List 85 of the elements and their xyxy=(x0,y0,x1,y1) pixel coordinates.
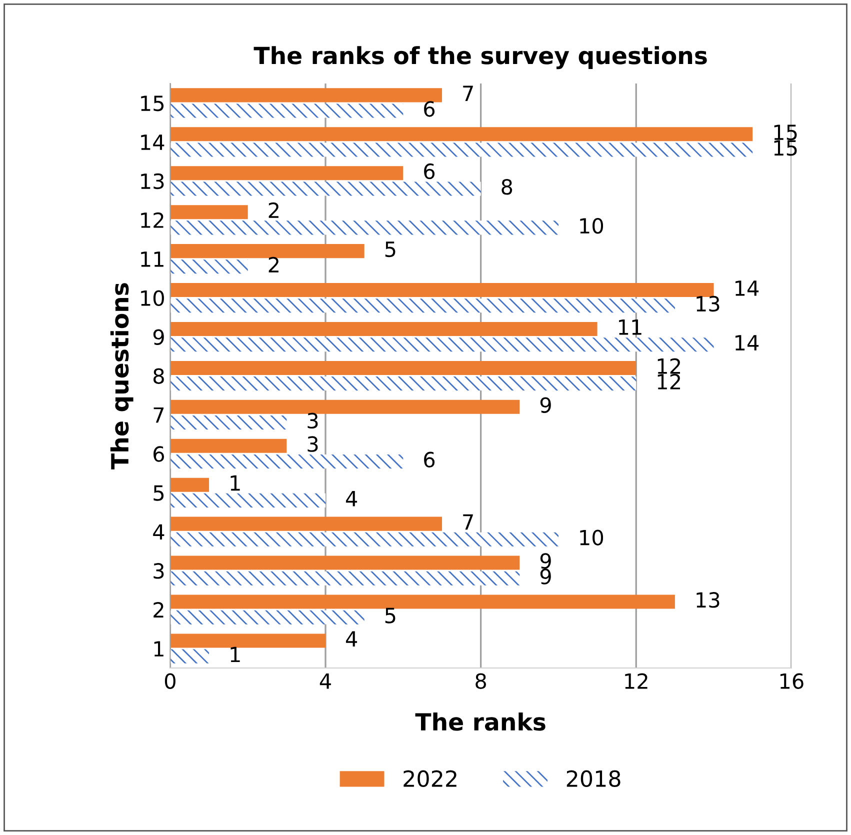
bar xyxy=(170,516,442,531)
data-label: 9 xyxy=(540,397,551,413)
data-label: 3 xyxy=(308,436,318,452)
data-label: 1 xyxy=(230,646,240,662)
bar xyxy=(170,532,558,546)
data-label: 9 xyxy=(540,568,551,584)
data-label: 9 xyxy=(540,553,551,569)
bar xyxy=(170,415,287,430)
x-tick-label: 4 xyxy=(320,674,331,689)
data-label: 5 xyxy=(385,242,396,258)
y-tick-label: 2 xyxy=(154,602,164,618)
bar xyxy=(170,322,598,336)
bar xyxy=(170,376,636,391)
x-tick-label: 8 xyxy=(476,673,486,689)
legend-label: 2022 xyxy=(404,770,456,788)
bar xyxy=(170,438,287,453)
bar xyxy=(170,104,404,118)
chart-title: The ranks of the survey questions xyxy=(254,46,707,70)
bar xyxy=(170,360,636,375)
y-tick-label: 3 xyxy=(154,563,164,579)
x-axis-title: The ranks xyxy=(415,712,546,731)
bar xyxy=(170,338,714,352)
bar xyxy=(170,220,558,235)
data-label: 5 xyxy=(385,608,396,624)
y-tick-label: 12 xyxy=(141,212,164,228)
bar xyxy=(170,127,753,142)
y-tick-label: 5 xyxy=(154,485,164,501)
bar xyxy=(170,649,210,664)
y-axis-title: The questions xyxy=(110,283,134,470)
data-label: 13 xyxy=(696,296,720,312)
y-tick-label: 14 xyxy=(141,134,164,150)
y-tick-label: 1 xyxy=(154,641,164,656)
bar xyxy=(170,478,210,492)
bar xyxy=(170,88,442,102)
y-tick-label: 13 xyxy=(141,173,164,190)
bar xyxy=(170,298,675,313)
data-label: 14 xyxy=(736,335,759,350)
y-tick-label: 10 xyxy=(141,290,164,306)
data-label: 1 xyxy=(230,475,240,491)
data-label: 2 xyxy=(268,202,278,218)
data-label: 15 xyxy=(774,124,797,140)
data-label: 6 xyxy=(424,452,435,468)
data-label: 10 xyxy=(580,530,604,546)
data-label: 2 xyxy=(268,256,278,272)
bar xyxy=(170,454,404,468)
data-label: 7 xyxy=(463,514,473,530)
data-label: 12 xyxy=(658,358,680,374)
bar xyxy=(170,283,714,298)
bar xyxy=(170,182,481,196)
data-label: 8 xyxy=(502,178,512,195)
bar xyxy=(170,166,404,180)
bar xyxy=(170,610,364,624)
bar xyxy=(170,571,520,586)
x-tick-label: 12 xyxy=(625,673,648,689)
y-tick-label: 15 xyxy=(141,96,164,112)
data-label: 15 xyxy=(774,140,797,156)
bar xyxy=(170,556,520,570)
bar xyxy=(170,594,675,609)
data-label: 13 xyxy=(696,592,720,608)
bar xyxy=(170,205,248,220)
y-tick-label: 6 xyxy=(154,446,164,462)
data-label: 12 xyxy=(658,374,680,390)
data-label: 4 xyxy=(346,631,358,646)
bar xyxy=(170,634,326,648)
y-tick-label: 4 xyxy=(153,524,164,540)
data-label: 14 xyxy=(736,280,759,296)
y-tick-label: 11 xyxy=(141,252,164,267)
data-label: 3 xyxy=(308,412,318,429)
data-label: 4 xyxy=(346,491,358,506)
y-tick-label: 8 xyxy=(153,368,164,384)
data-label: 7 xyxy=(463,86,473,101)
data-label: 10 xyxy=(580,218,604,234)
bar xyxy=(170,493,326,508)
bar xyxy=(170,260,248,274)
y-tick-label: 9 xyxy=(153,329,164,345)
data-label: 6 xyxy=(424,101,435,117)
y-tick-label: 7 xyxy=(154,407,164,423)
bar xyxy=(170,400,520,414)
data-label: 11 xyxy=(619,320,642,335)
x-tick-label: 16 xyxy=(780,673,804,689)
x-tick-label: 0 xyxy=(164,673,176,689)
data-label: 6 xyxy=(424,163,435,180)
bar xyxy=(170,142,753,157)
bar xyxy=(170,244,364,258)
legend-label: 2018 xyxy=(566,770,620,788)
